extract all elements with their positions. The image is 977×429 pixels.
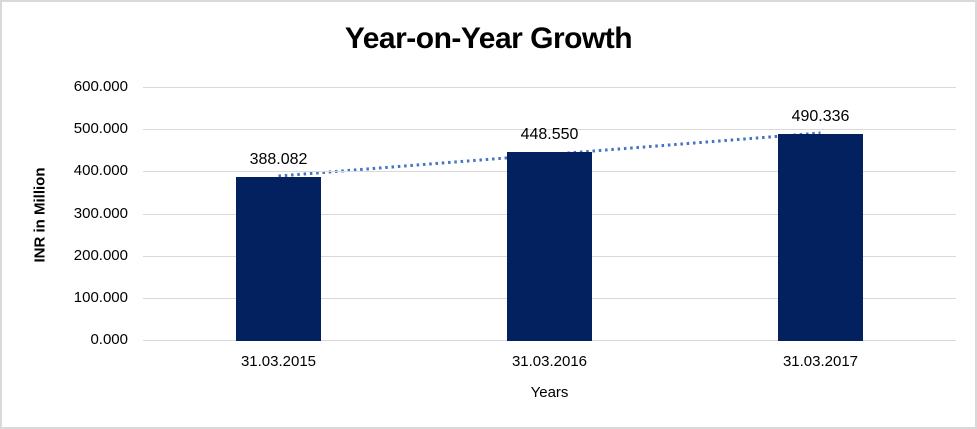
y-tick-label: 300.000 xyxy=(73,204,128,222)
y-tick-label: 200.000 xyxy=(73,246,128,264)
gridline xyxy=(143,129,956,131)
y-tick-label: 0.000 xyxy=(90,331,128,348)
y-tick-label: 500.000 xyxy=(73,120,128,138)
bar-value-label: 388.082 xyxy=(249,151,308,169)
bar-value-label: 490.336 xyxy=(791,108,850,126)
bar-31.03.2016 xyxy=(507,151,592,341)
y-axis: 0.000 100.000 200.000 300.000 400.000 500.000… xyxy=(2,78,128,348)
bar-31.03.2017 xyxy=(778,134,863,341)
y-tick-label: 600.000 xyxy=(73,78,128,95)
x-tick-label: 31.03.2017 xyxy=(782,353,859,370)
x-axis-title: Years xyxy=(530,384,569,401)
plot-area: 388.082 31.03.2015 448.550 31.03.2016 490.33… xyxy=(143,87,956,370)
bar-value-label: 448.550 xyxy=(520,125,579,143)
y-tick-label: 100.000 xyxy=(73,288,128,306)
bar-31.03.2015 xyxy=(236,177,321,341)
y-axis-title: INR in Million xyxy=(31,167,49,263)
gridline xyxy=(143,87,956,88)
x-tick-label: 31.03.2015 xyxy=(240,353,317,370)
y-tick-label: 400.000 xyxy=(73,162,128,180)
x-tick-label: 31.03.2016 xyxy=(511,353,588,370)
chart-title: Year-on-Year Growth xyxy=(344,22,633,55)
